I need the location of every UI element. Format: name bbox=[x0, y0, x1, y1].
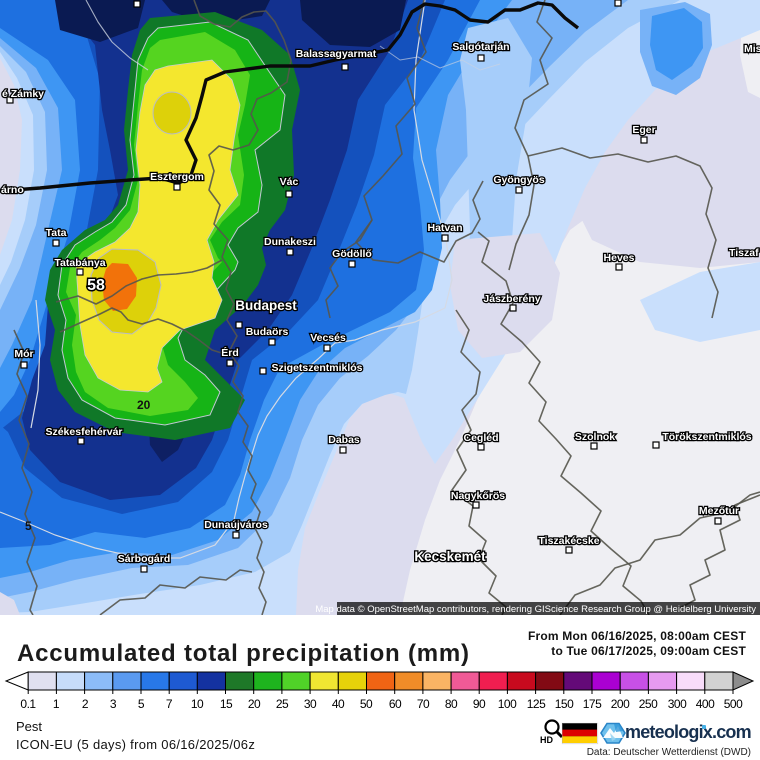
svg-text:Tata: Tata bbox=[46, 227, 67, 239]
svg-text:Gyöngyös: Gyöngyös bbox=[493, 174, 545, 186]
svg-text:Tiszakécske: Tiszakécske bbox=[538, 535, 599, 547]
svg-text:Mis: Mis bbox=[744, 43, 760, 55]
svg-text:Heves: Heves bbox=[604, 252, 635, 264]
svg-text:Salgótarján: Salgótarján bbox=[452, 41, 509, 53]
svg-text:Cegléd: Cegléd bbox=[463, 432, 498, 444]
svg-text:Dunakeszi: Dunakeszi bbox=[264, 236, 316, 248]
svg-text:Vác: Vác bbox=[280, 176, 299, 188]
svg-text:Sárbogárd: Sárbogárd bbox=[118, 553, 171, 565]
svg-text:Esztergom: Esztergom bbox=[150, 171, 204, 183]
svg-text:Tiszaf: Tiszaf bbox=[729, 247, 759, 259]
svg-text:Budaörs: Budaörs bbox=[246, 326, 289, 338]
svg-text:58: 58 bbox=[87, 277, 105, 294]
svg-text:20: 20 bbox=[137, 398, 151, 412]
svg-text:Dabas: Dabas bbox=[328, 434, 360, 446]
svg-text:Budapest: Budapest bbox=[235, 298, 297, 313]
svg-text:Hatvan: Hatvan bbox=[427, 222, 462, 234]
svg-text:Törökszentmiklós: Törökszentmiklós bbox=[662, 431, 751, 443]
svg-text:Kecskemét: Kecskemét bbox=[414, 549, 486, 564]
svg-text:Szigetszentmiklós: Szigetszentmiklós bbox=[271, 362, 362, 374]
svg-text:Nagykőrös: Nagykőrös bbox=[451, 490, 505, 502]
svg-text:Mór: Mór bbox=[14, 348, 33, 360]
svg-text:Szolnok: Szolnok bbox=[575, 431, 615, 443]
svg-text:Eger: Eger bbox=[632, 124, 655, 136]
svg-text:Dunaújváros: Dunaújváros bbox=[204, 519, 268, 531]
svg-text:Gödöllő: Gödöllő bbox=[332, 248, 372, 260]
svg-text:Jászberény: Jászberény bbox=[483, 293, 540, 305]
svg-text:é Zámky: é Zámky bbox=[2, 88, 44, 100]
svg-text:Mezőtúr: Mezőtúr bbox=[699, 505, 739, 517]
svg-text:Balassagyarmat: Balassagyarmat bbox=[296, 48, 377, 60]
svg-text:Map data © OpenStreetMap contr: Map data © OpenStreetMap contributors, r… bbox=[315, 604, 756, 615]
svg-text:Tatabánya: Tatabánya bbox=[54, 257, 105, 269]
svg-text:Vecsés: Vecsés bbox=[310, 332, 346, 344]
svg-text:Érd: Érd bbox=[221, 346, 239, 359]
svg-text:árno: árno bbox=[1, 184, 24, 196]
svg-text:Székesfehérvár: Székesfehérvár bbox=[45, 426, 122, 438]
svg-text:5: 5 bbox=[25, 519, 32, 533]
